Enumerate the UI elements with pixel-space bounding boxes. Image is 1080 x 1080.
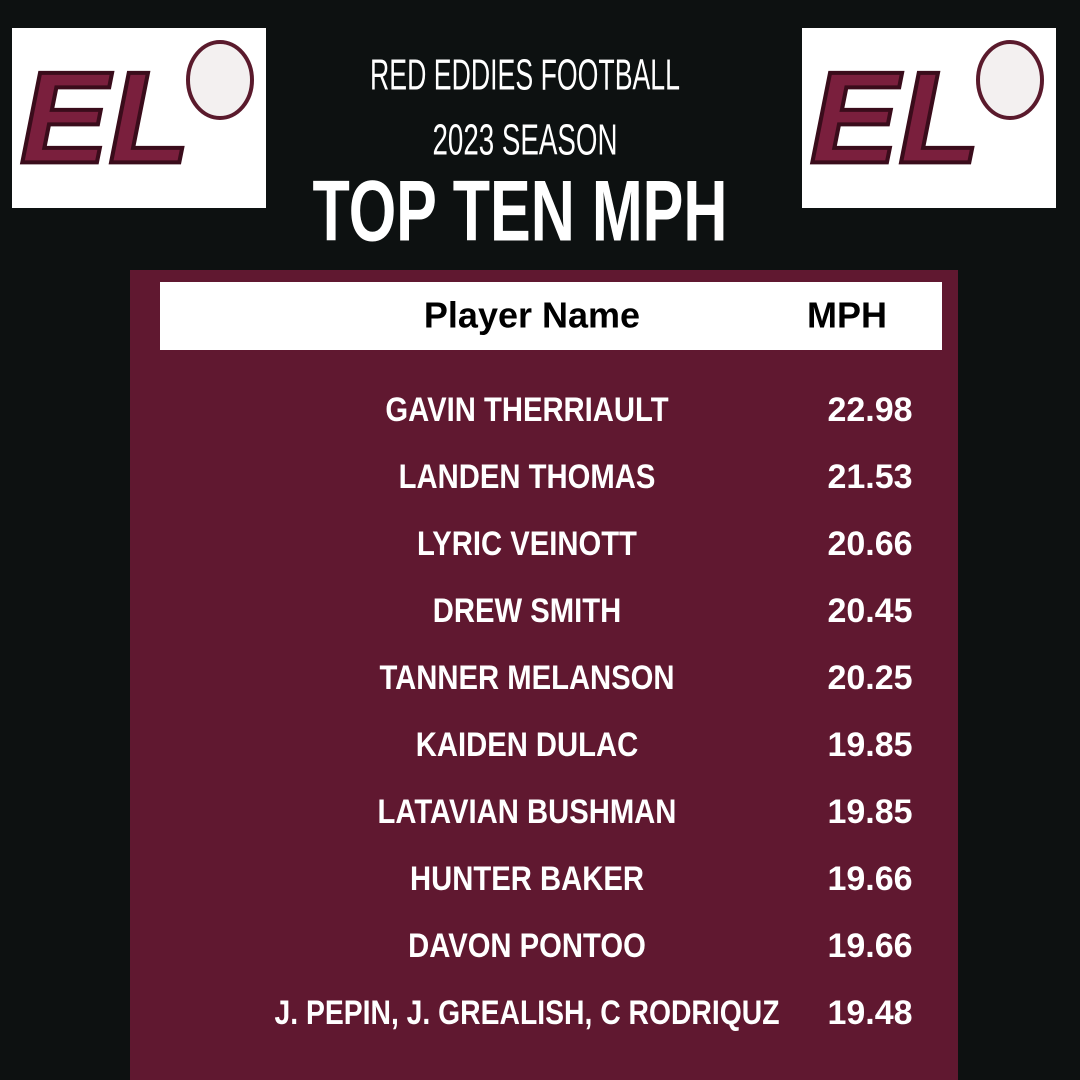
header-line: RED EDDIES FOOTBALL (370, 51, 680, 100)
mascot (186, 40, 254, 120)
header-line: 2023 SEASON (433, 116, 618, 165)
mph-value: 21.53 (827, 458, 912, 496)
player-name: LANDEN THOMAS (399, 458, 656, 496)
logo-text: EL (20, 44, 190, 190)
column-header: MPH (807, 295, 887, 336)
title: TOP TEN MPH (313, 164, 728, 260)
player-name: GAVIN THERRIAULT (385, 391, 668, 429)
player-name: DAVON PONTOO (408, 927, 646, 965)
table-rows: GAVIN THERRIAULT 22.98 LANDEN THOMAS 21.53 L… (275, 391, 913, 1032)
player-name: HUNTER BAKER (410, 860, 644, 898)
mph-value: 20.25 (827, 659, 912, 697)
player-name: LYRIC VEINOTT (417, 525, 637, 563)
panel (130, 270, 958, 1080)
mascot (976, 40, 1044, 120)
player-name: KAIDEN DULAC (416, 726, 639, 764)
logo-left: EL (12, 28, 266, 208)
mph-value: 19.85 (827, 793, 912, 831)
logo-right: EL (802, 28, 1056, 208)
mph-value: 19.66 (827, 927, 912, 965)
player-name: J. PEPIN, J. GREALISH, C RODRIQUZ (275, 994, 780, 1032)
player-name: LATAVIAN BUSHMAN (378, 793, 677, 831)
header-bar (160, 282, 942, 350)
mph-value: 20.66 (827, 525, 912, 563)
player-name: DREW SMITH (433, 592, 621, 630)
mph-value: 20.45 (827, 592, 912, 630)
mph-value: 19.85 (827, 726, 912, 764)
logo-text: EL (810, 44, 980, 190)
mph-value: 19.66 (827, 860, 912, 898)
mph-value: 19.48 (827, 994, 912, 1032)
player-name: TANNER MELANSON (379, 659, 674, 697)
column-header: Player Name (424, 295, 640, 336)
mph-value: 22.98 (827, 391, 912, 429)
